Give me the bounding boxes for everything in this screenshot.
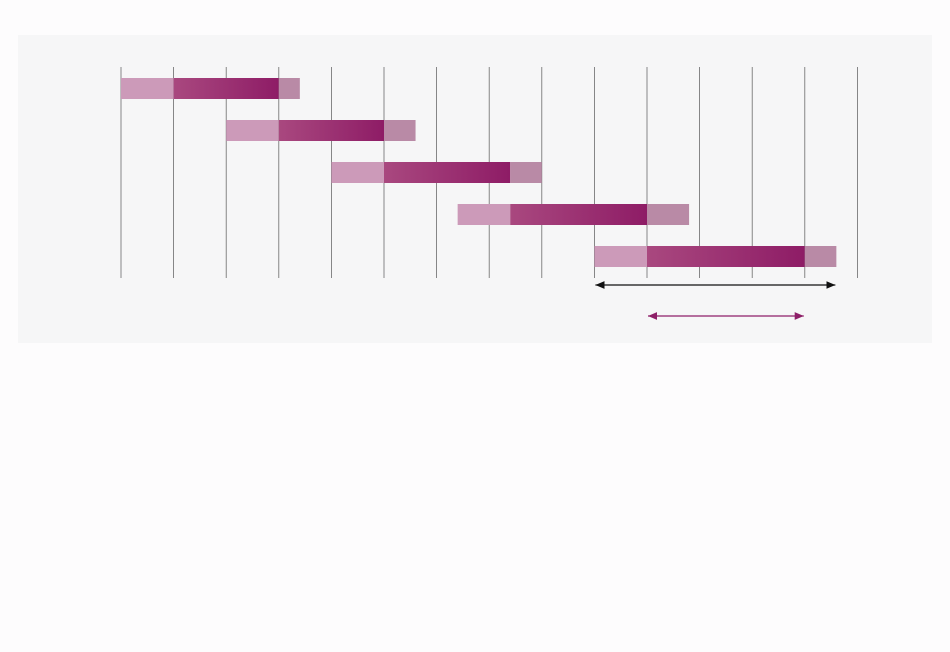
chart-panel [18,35,932,343]
gantt-bar-main [384,162,511,183]
gantt-bar-tail [384,120,416,141]
gantt-bar-tail [804,246,837,267]
gantt-bar-tail [510,162,542,183]
gantt-bar-main [510,204,647,225]
gantt-bars [121,78,837,267]
gantt-bar-tail [647,204,690,225]
gantt-bar-setup [121,78,174,99]
gantt-bar-setup [594,246,647,267]
gantt-bar-tail [278,78,300,99]
gantt-bar-main [647,246,805,267]
gantt-bar-setup [457,204,511,225]
span-arrows [595,281,836,320]
gantt-chart [120,67,858,320]
gantt-bar-main [173,78,279,99]
gantt-bar-main [278,120,384,141]
gantt-bar-setup [226,120,279,141]
gantt-bar-setup [331,162,384,183]
